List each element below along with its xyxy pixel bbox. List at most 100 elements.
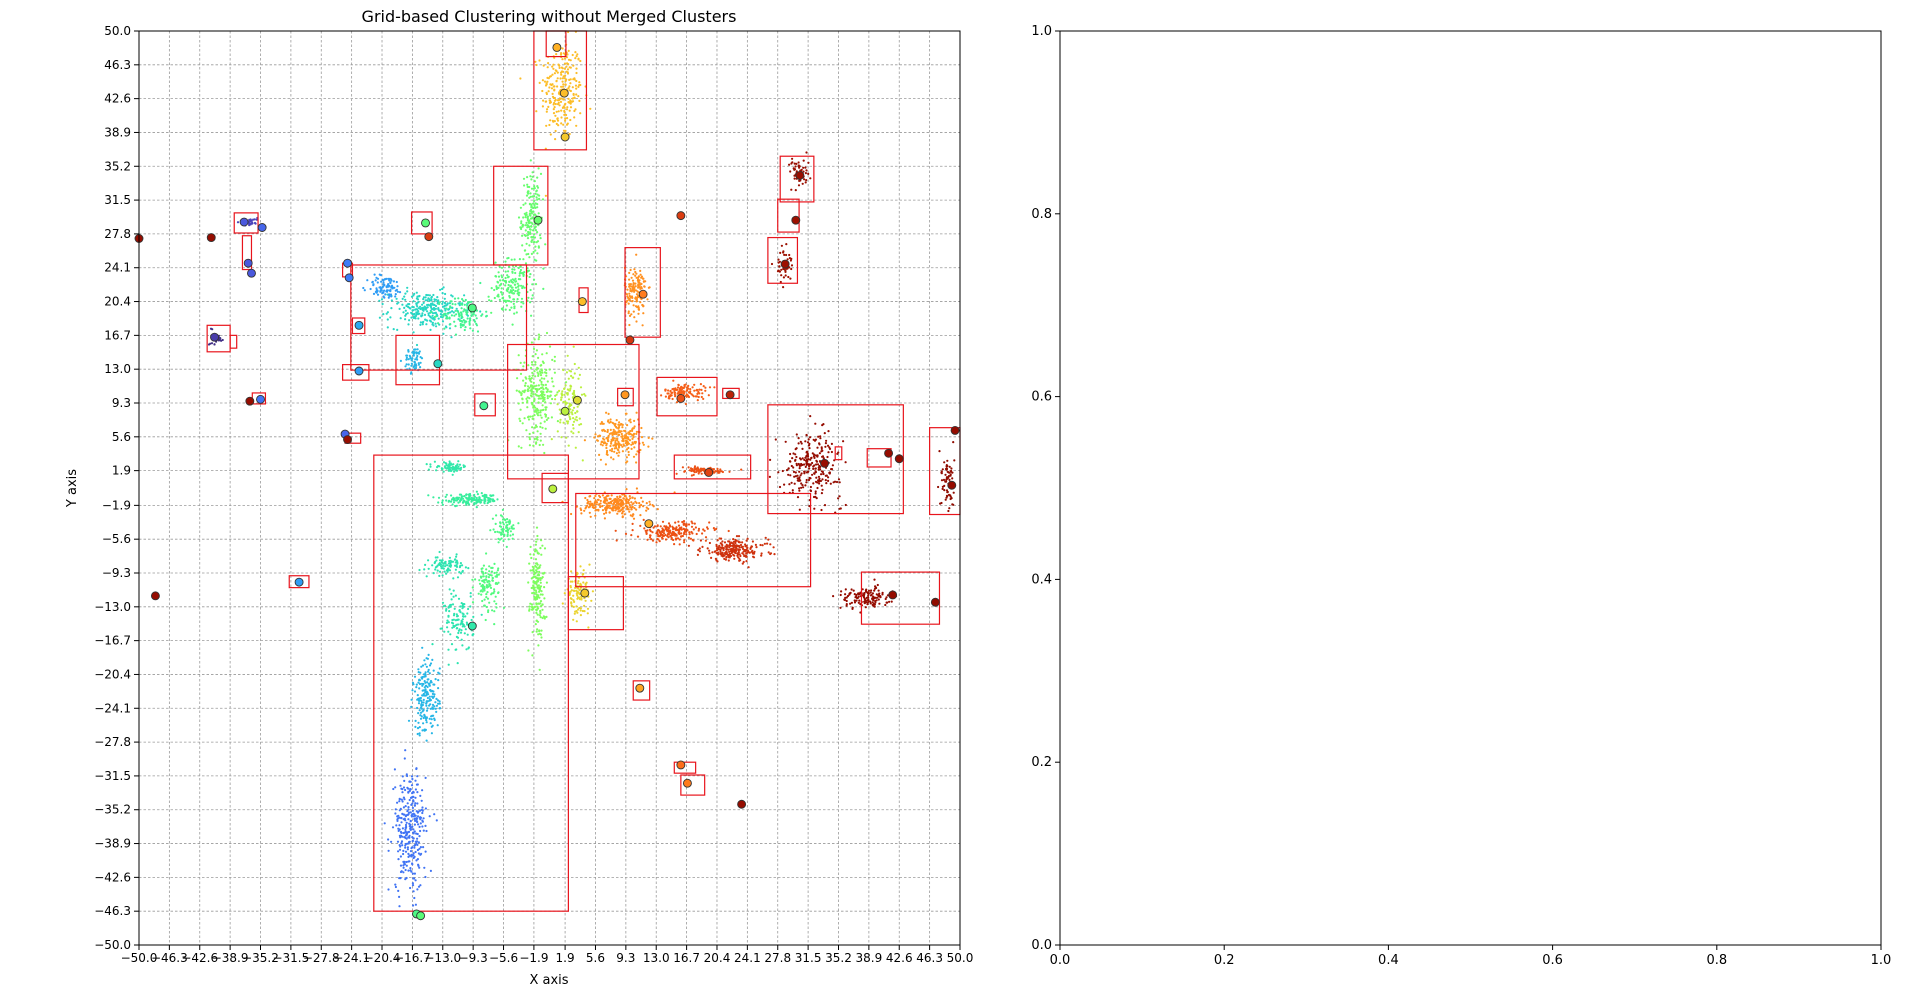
data-point xyxy=(435,704,438,707)
point-cluster xyxy=(937,441,956,513)
data-point xyxy=(559,418,562,421)
data-point xyxy=(469,319,472,322)
data-point xyxy=(681,466,685,469)
data-point xyxy=(428,299,431,302)
data-point xyxy=(548,101,552,104)
data-point xyxy=(837,478,841,481)
data-point xyxy=(530,392,533,395)
data-point xyxy=(614,504,617,507)
data-point xyxy=(409,811,412,814)
data-point xyxy=(416,706,419,710)
data-point xyxy=(486,591,489,594)
data-point xyxy=(685,528,688,531)
data-point xyxy=(403,757,406,760)
data-point xyxy=(681,534,685,538)
data-point xyxy=(551,358,554,361)
data-point xyxy=(659,525,662,528)
data-point xyxy=(680,526,683,529)
data-point xyxy=(535,368,538,371)
data-point xyxy=(526,183,529,186)
data-point xyxy=(629,429,632,433)
data-point xyxy=(599,458,603,461)
data-point xyxy=(864,606,867,609)
data-point xyxy=(410,855,413,858)
data-point xyxy=(697,467,700,470)
data-point xyxy=(831,464,835,467)
data-point xyxy=(424,824,427,828)
data-point xyxy=(452,625,456,629)
data-point xyxy=(404,850,408,853)
data-point xyxy=(575,55,578,58)
data-point xyxy=(626,460,629,463)
data-point xyxy=(947,509,950,513)
data-point xyxy=(826,444,830,447)
data-point xyxy=(943,489,946,492)
data-point xyxy=(451,302,454,306)
data-point xyxy=(430,311,433,314)
data-point xyxy=(631,287,634,290)
data-point xyxy=(616,512,619,515)
data-point xyxy=(443,301,446,304)
data-point xyxy=(366,279,369,282)
data-point xyxy=(620,432,623,436)
data-point xyxy=(422,708,425,711)
data-point xyxy=(448,610,451,613)
data-point xyxy=(569,82,572,85)
data-point xyxy=(443,327,446,330)
data-point xyxy=(523,417,526,420)
data-point xyxy=(487,609,490,612)
data-point xyxy=(448,460,451,463)
data-point xyxy=(423,659,426,662)
data-point xyxy=(569,385,572,388)
data-point xyxy=(541,105,545,108)
data-point xyxy=(515,311,518,314)
data-point xyxy=(574,446,577,449)
data-point xyxy=(488,299,491,302)
data-point xyxy=(539,425,542,428)
data-point xyxy=(459,324,462,327)
data-point xyxy=(763,542,767,545)
data-point xyxy=(482,572,485,576)
data-point xyxy=(577,580,580,583)
data-point xyxy=(436,569,439,572)
data-point xyxy=(671,525,674,528)
data-point xyxy=(445,621,449,625)
data-point xyxy=(423,568,426,571)
data-point xyxy=(861,594,864,597)
data-point xyxy=(690,525,694,528)
data-point xyxy=(506,518,509,521)
data-point xyxy=(733,551,736,554)
data-point xyxy=(527,190,530,193)
data-point xyxy=(679,391,682,394)
data-point xyxy=(693,389,696,392)
data-point xyxy=(667,536,670,539)
data-point xyxy=(627,312,630,315)
data-point xyxy=(416,727,420,730)
point-cluster xyxy=(561,487,676,520)
data-point xyxy=(372,284,375,287)
data-point xyxy=(626,440,629,443)
data-point xyxy=(416,783,419,786)
data-point xyxy=(363,289,366,292)
data-point xyxy=(537,607,540,610)
data-point xyxy=(676,529,680,532)
data-point xyxy=(680,535,683,538)
data-point xyxy=(869,602,872,605)
data-point xyxy=(607,434,610,437)
data-point xyxy=(397,301,400,304)
data-point xyxy=(213,343,216,346)
data-point xyxy=(601,509,605,512)
data-point xyxy=(572,92,575,96)
data-point xyxy=(816,446,819,449)
data-point xyxy=(534,363,537,366)
data-point xyxy=(461,618,464,621)
data-point xyxy=(628,510,631,513)
data-point xyxy=(577,377,580,380)
data-point xyxy=(579,507,582,510)
data-point xyxy=(460,629,463,632)
data-point xyxy=(439,315,443,318)
data-point xyxy=(643,285,646,288)
data-point xyxy=(853,593,856,596)
data-point xyxy=(445,317,448,320)
data-point xyxy=(570,411,573,414)
